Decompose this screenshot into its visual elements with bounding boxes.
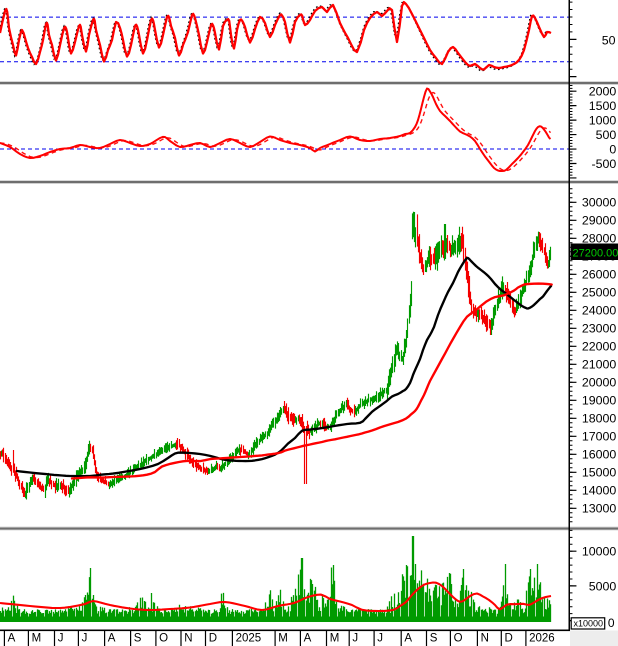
- svg-text:-500: -500: [591, 157, 616, 171]
- svg-text:J: J: [58, 633, 64, 645]
- svg-text:O: O: [159, 633, 168, 645]
- svg-text:17000: 17000: [582, 430, 617, 444]
- svg-text:25000: 25000: [582, 286, 617, 300]
- svg-text:21000: 21000: [582, 358, 617, 372]
- svg-text:M: M: [330, 633, 340, 645]
- svg-text:16000: 16000: [582, 448, 617, 462]
- svg-text:13000: 13000: [582, 502, 617, 516]
- svg-text:A: A: [404, 633, 412, 645]
- svg-text:0: 0: [608, 616, 615, 630]
- svg-text:27200.00: 27200.00: [573, 247, 618, 259]
- svg-text:5000: 5000: [589, 579, 617, 593]
- svg-text:S: S: [134, 633, 142, 645]
- svg-text:O: O: [454, 633, 463, 645]
- svg-text:26000: 26000: [582, 268, 617, 282]
- svg-text:10000: 10000: [582, 545, 617, 559]
- svg-text:29000: 29000: [582, 214, 617, 228]
- svg-text:23000: 23000: [582, 322, 617, 336]
- svg-text:18000: 18000: [582, 412, 617, 426]
- svg-text:20000: 20000: [582, 376, 617, 390]
- svg-text:2026: 2026: [529, 633, 555, 645]
- svg-text:J: J: [377, 633, 383, 645]
- svg-text:19000: 19000: [582, 394, 617, 408]
- svg-text:15000: 15000: [582, 466, 617, 480]
- svg-text:x10000: x10000: [574, 619, 604, 629]
- svg-text:2025: 2025: [236, 633, 262, 645]
- svg-text:M: M: [32, 633, 42, 645]
- svg-text:50: 50: [602, 33, 616, 47]
- svg-text:N: N: [481, 633, 489, 645]
- svg-text:500: 500: [596, 128, 617, 142]
- svg-text:14000: 14000: [582, 484, 617, 498]
- svg-text:24000: 24000: [582, 304, 617, 318]
- svg-text:A: A: [108, 633, 116, 645]
- svg-text:2000: 2000: [589, 85, 617, 99]
- svg-text:30000: 30000: [582, 196, 617, 210]
- svg-text:22000: 22000: [582, 340, 617, 354]
- svg-text:D: D: [505, 633, 513, 645]
- svg-text:M: M: [278, 633, 288, 645]
- svg-text:J: J: [82, 633, 88, 645]
- svg-text:A: A: [304, 633, 312, 645]
- svg-text:N: N: [184, 633, 192, 645]
- svg-text:J: J: [352, 633, 358, 645]
- svg-text:D: D: [209, 633, 217, 645]
- svg-text:S: S: [430, 633, 438, 645]
- svg-text:A: A: [8, 633, 16, 645]
- svg-text:28000: 28000: [582, 232, 617, 246]
- svg-text:1000: 1000: [589, 114, 617, 128]
- svg-text:1500: 1500: [589, 99, 617, 113]
- svg-text:0: 0: [609, 142, 616, 156]
